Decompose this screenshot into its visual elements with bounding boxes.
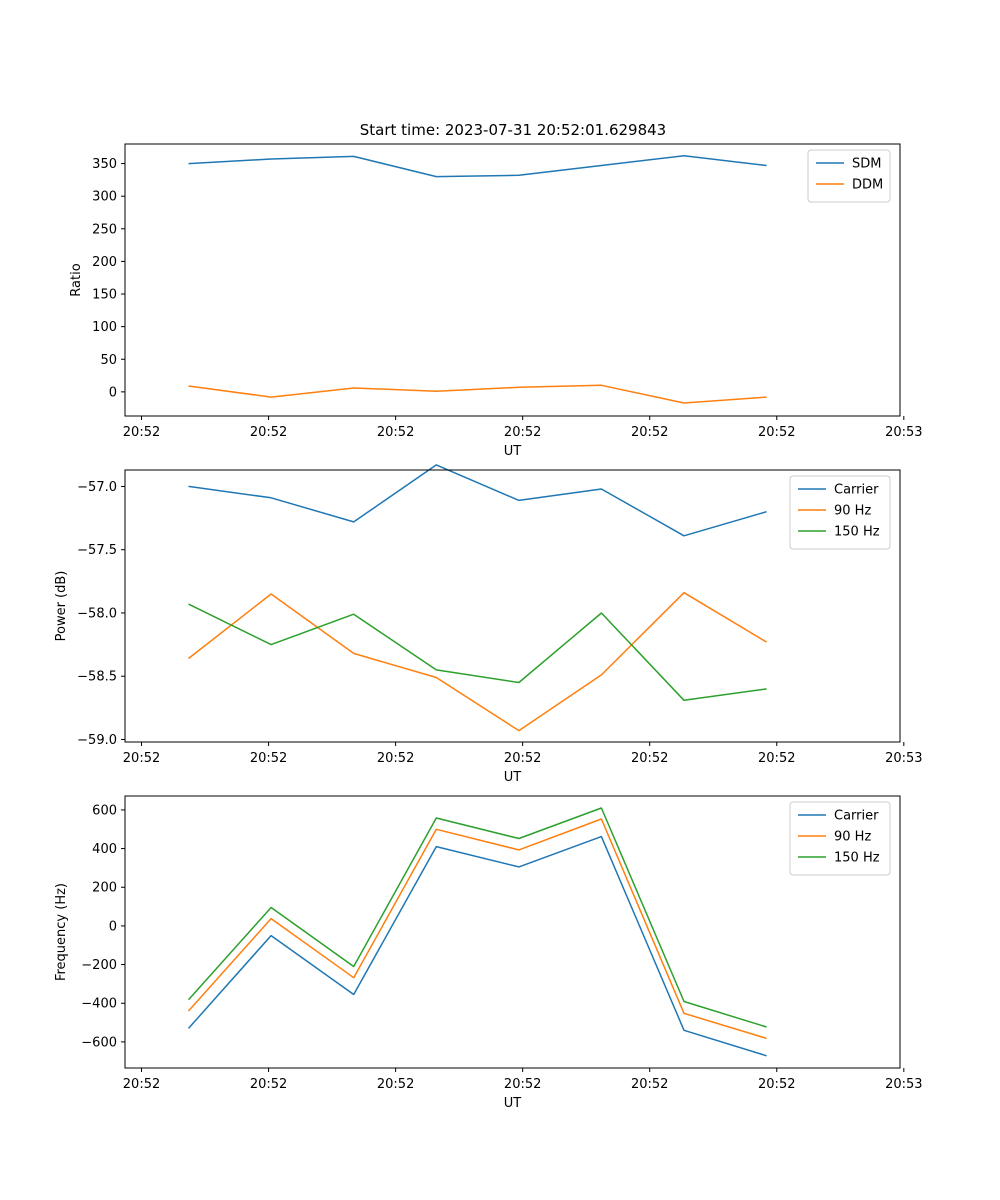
power-y-tick-label: −59.0 [77, 733, 117, 748]
frequency-legend-label: 150 Hz [834, 851, 880, 866]
power-panel: 20:52 20:52 20:52 20:52 20:52 20:52 20:53 −59.0… [54, 464, 923, 785]
ratio-x-tick-label: 20:52 [504, 425, 541, 440]
ratio-panel: 20:52 20:52 20:52 20:52 20:52 20:52 20:53 0 50 10… [69, 143, 923, 459]
frequency-y-tick-label: 200 [92, 881, 117, 896]
power-legend-label: 150 Hz [834, 525, 880, 540]
frequency-y-axis-label: Frequency (Hz) [54, 883, 69, 981]
frequency-y-tick-label: 600 [92, 803, 117, 818]
power-series-90-hz-line [188, 591, 767, 732]
frequency-series-150-hz-line [187, 807, 767, 1028]
power-x-tick-label: 20:52 [250, 751, 287, 766]
ratio-series-sdm-line [188, 154, 767, 178]
power-y-tick-label: −58.0 [77, 606, 117, 621]
frequency-y-tick-label: 400 [92, 842, 117, 857]
power-x-tick-label: 20:52 [504, 751, 541, 766]
figure-title: Start time: 2023-07-31 20:52:01.629843 [360, 121, 666, 139]
ratio-y-tick-label: 350 [92, 157, 117, 172]
power-y-tick-label: −57.0 [77, 480, 117, 495]
frequency-x-tick-label: 20:53 [885, 1077, 922, 1092]
ratio-legend-label: DDM [852, 178, 883, 193]
power-y-tick-label: −57.5 [77, 543, 117, 558]
frequency-x-tick-label: 20:52 [377, 1077, 414, 1092]
ratio-x-axis-label: UT [504, 444, 522, 459]
ratio-x-tick-label: 20:53 [885, 425, 922, 440]
ratio-y-tick-label: 0 [109, 385, 117, 400]
frequency-axes-frame [124, 795, 901, 1069]
ratio-x-tick-label: 20:52 [377, 425, 414, 440]
frequency-x-tick-label: 20:52 [504, 1077, 541, 1092]
frequency-y-tick-label: −200 [81, 958, 117, 973]
frequency-y-tick-label: −600 [81, 1035, 117, 1050]
ratio-y-tick-label: 250 [92, 222, 117, 237]
frequency-series-carrier-line [187, 835, 767, 1057]
frequency-legend-label: Carrier [834, 809, 879, 824]
ratio-y-tick-label: 150 [92, 288, 117, 303]
power-axes-frame [124, 469, 901, 743]
frequency-x-axis-label: UT [504, 1096, 522, 1111]
ratio-x-tick-label: 20:52 [250, 425, 287, 440]
frequency-y-tick-label: 0 [109, 919, 117, 934]
ratio-x-tick-label: 20:52 [758, 425, 795, 440]
frequency-legend-label: 90 Hz [834, 830, 871, 845]
power-x-tick-label: 20:52 [123, 751, 160, 766]
power-y-tick-label: −58.5 [77, 670, 117, 685]
power-series-150-hz-line [188, 603, 767, 702]
power-x-tick-label: 20:52 [758, 751, 795, 766]
ratio-axes-frame [124, 143, 901, 417]
power-x-tick-label: 20:52 [631, 751, 668, 766]
power-series-carrier-line [188, 464, 767, 537]
power-legend-label: 90 Hz [834, 504, 871, 519]
ratio-x-tick-label: 20:52 [123, 425, 160, 440]
frequency-x-tick-label: 20:52 [631, 1077, 668, 1092]
frequency-series-90-hz-line [187, 818, 767, 1040]
ratio-y-tick-label: 300 [92, 190, 117, 205]
ratio-legend-label: SDM [852, 157, 881, 172]
frequency-x-tick-label: 20:52 [250, 1077, 287, 1092]
power-y-axis-label: Power (dB) [54, 571, 69, 642]
power-x-tick-label: 20:53 [885, 751, 922, 766]
power-x-tick-label: 20:52 [377, 751, 414, 766]
ratio-y-axis-label: Ratio [69, 263, 84, 296]
ratio-x-tick-label: 20:52 [631, 425, 668, 440]
frequency-x-tick-label: 20:52 [123, 1077, 160, 1092]
ratio-y-tick-label: 100 [92, 320, 117, 335]
ratio-y-tick-label: 200 [92, 255, 117, 270]
ratio-series-ddm-line [188, 384, 767, 404]
frequency-y-tick-label: −400 [81, 997, 117, 1012]
frequency-panel: 20:52 20:52 20:52 20:52 20:52 20:52 20:53 −600 −… [54, 795, 923, 1111]
power-x-axis-label: UT [504, 770, 522, 785]
power-legend-label: Carrier [834, 483, 879, 498]
frequency-x-tick-label: 20:52 [758, 1077, 795, 1092]
ratio-y-tick-label: 50 [100, 353, 117, 368]
